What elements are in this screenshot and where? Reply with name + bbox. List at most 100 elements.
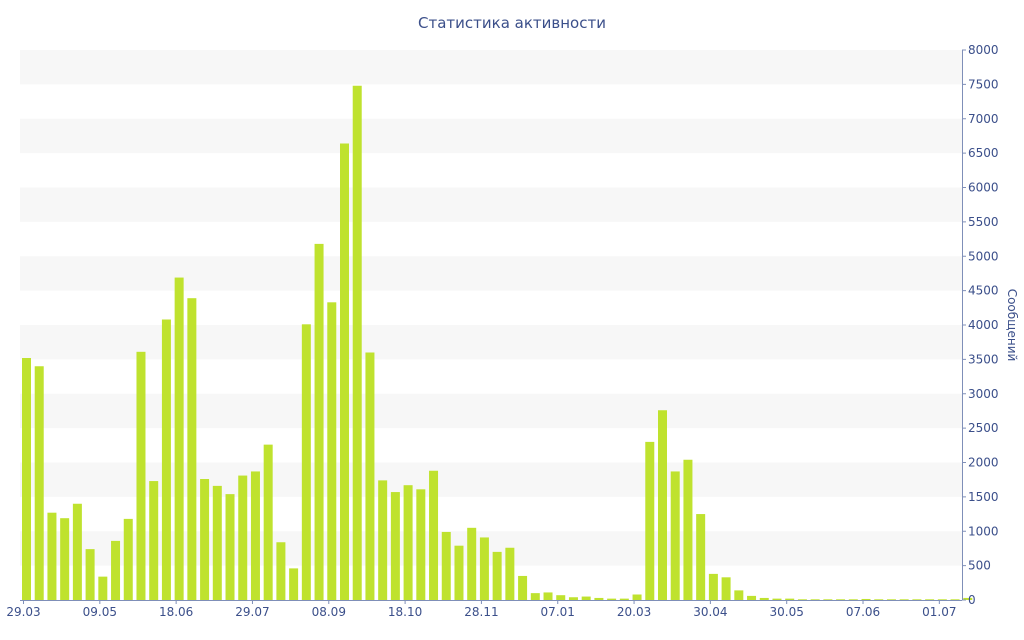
bar[interactable] [772, 598, 782, 601]
bar[interactable] [581, 596, 591, 600]
bar[interactable] [619, 598, 629, 601]
bar[interactable] [200, 479, 210, 600]
bar[interactable] [441, 531, 451, 600]
bar[interactable] [836, 599, 846, 600]
bar[interactable] [568, 597, 578, 600]
bar[interactable] [149, 481, 159, 600]
bar[interactable] [530, 593, 540, 601]
grid-band [20, 118, 962, 154]
bar[interactable] [925, 599, 935, 600]
bar[interactable] [785, 598, 795, 601]
bar[interactable] [696, 514, 706, 600]
bar[interactable] [912, 599, 922, 600]
bar[interactable] [263, 444, 273, 601]
x-tick-label: 08.09 [312, 605, 346, 619]
bar[interactable] [861, 598, 871, 600]
x-tick-label: 01.07 [922, 605, 956, 619]
bar[interactable] [594, 597, 604, 600]
bar[interactable] [950, 599, 960, 600]
bar[interactable] [212, 485, 222, 601]
y-tick-label: 5000 [968, 249, 999, 263]
y-tick-label: 2000 [968, 456, 999, 470]
bar[interactable] [479, 537, 489, 600]
bar[interactable] [429, 470, 439, 600]
bar[interactable] [670, 471, 680, 600]
bar[interactable] [238, 475, 248, 600]
bar[interactable] [289, 568, 299, 601]
bar[interactable] [658, 410, 667, 600]
x-axis-ticks: 29.03 09.05 18.06 29.07 08.09 18.10 28.11 07.01… [6, 600, 957, 619]
y-tick-label: 4000 [968, 318, 999, 332]
bar[interactable] [454, 545, 464, 600]
bar[interactable] [556, 595, 566, 600]
x-tick-label: 20.03 [617, 605, 651, 619]
bar[interactable] [161, 319, 171, 601]
bar[interactable] [632, 594, 642, 601]
bar[interactable] [340, 143, 349, 601]
bar[interactable] [136, 351, 146, 600]
bar[interactable] [505, 547, 515, 600]
y-tick-label: 8000 [968, 43, 999, 57]
bar[interactable] [683, 459, 693, 600]
bar[interactable] [518, 575, 528, 600]
bar[interactable] [734, 590, 744, 601]
bar[interactable] [645, 441, 655, 601]
bar[interactable] [823, 599, 833, 600]
bar[interactable] [886, 599, 896, 600]
bar[interactable] [250, 471, 260, 600]
bar[interactable] [759, 597, 769, 600]
bar[interactable] [365, 352, 375, 601]
bar[interactable] [225, 494, 235, 601]
bar[interactable] [85, 549, 95, 601]
x-tick-label: 18.10 [388, 605, 422, 619]
x-tick-label: 29.07 [235, 605, 269, 619]
bar[interactable] [187, 298, 197, 600]
y-tick-label: 3500 [968, 352, 999, 366]
bar[interactable] [492, 551, 502, 601]
bar[interactable] [797, 599, 807, 600]
bar[interactable] [848, 599, 858, 600]
bar[interactable] [378, 480, 388, 601]
bar[interactable] [810, 599, 820, 600]
y-axis-ticks: 0 500 1000 1500 2000 2500 3000 3500 4000 4500 5000… [962, 43, 999, 607]
bar[interactable] [416, 489, 426, 600]
y-tick-label: 7000 [968, 112, 999, 126]
bar[interactable] [937, 599, 947, 600]
grid-band [20, 531, 962, 566]
bar[interactable] [874, 599, 884, 600]
bar[interactable] [543, 592, 553, 600]
bar[interactable] [301, 324, 311, 600]
bar[interactable] [314, 243, 324, 601]
bar[interactable] [721, 577, 731, 600]
x-tick-label: 30.04 [693, 605, 727, 619]
bar[interactable] [111, 540, 121, 601]
bar[interactable] [747, 595, 757, 601]
bar[interactable] [47, 512, 57, 600]
bar[interactable] [276, 542, 286, 600]
bar[interactable] [708, 573, 718, 601]
x-tick-label: 18.06 [159, 605, 193, 619]
y-tick-label: 500 [968, 559, 991, 573]
bar[interactable] [390, 492, 400, 600]
bar[interactable] [467, 527, 477, 600]
bar[interactable] [72, 503, 82, 600]
bar[interactable] [963, 597, 973, 600]
bar[interactable] [352, 85, 362, 600]
bar[interactable] [327, 302, 337, 600]
x-tick-label: 29.03 [6, 605, 40, 619]
bar[interactable] [607, 598, 617, 601]
bar[interactable] [98, 576, 108, 601]
grid-band [20, 50, 962, 85]
bar[interactable] [60, 518, 70, 600]
chart-title: Статистика активности [418, 14, 606, 32]
grid-bands [20, 50, 962, 566]
bar[interactable] [34, 366, 44, 600]
y-tick-label: 1000 [968, 524, 999, 538]
bar[interactable] [123, 518, 133, 601]
grid-band [20, 187, 962, 222]
bar[interactable] [403, 485, 413, 600]
bar[interactable] [899, 599, 909, 600]
bar[interactable] [22, 358, 31, 600]
bar[interactable] [174, 277, 184, 600]
